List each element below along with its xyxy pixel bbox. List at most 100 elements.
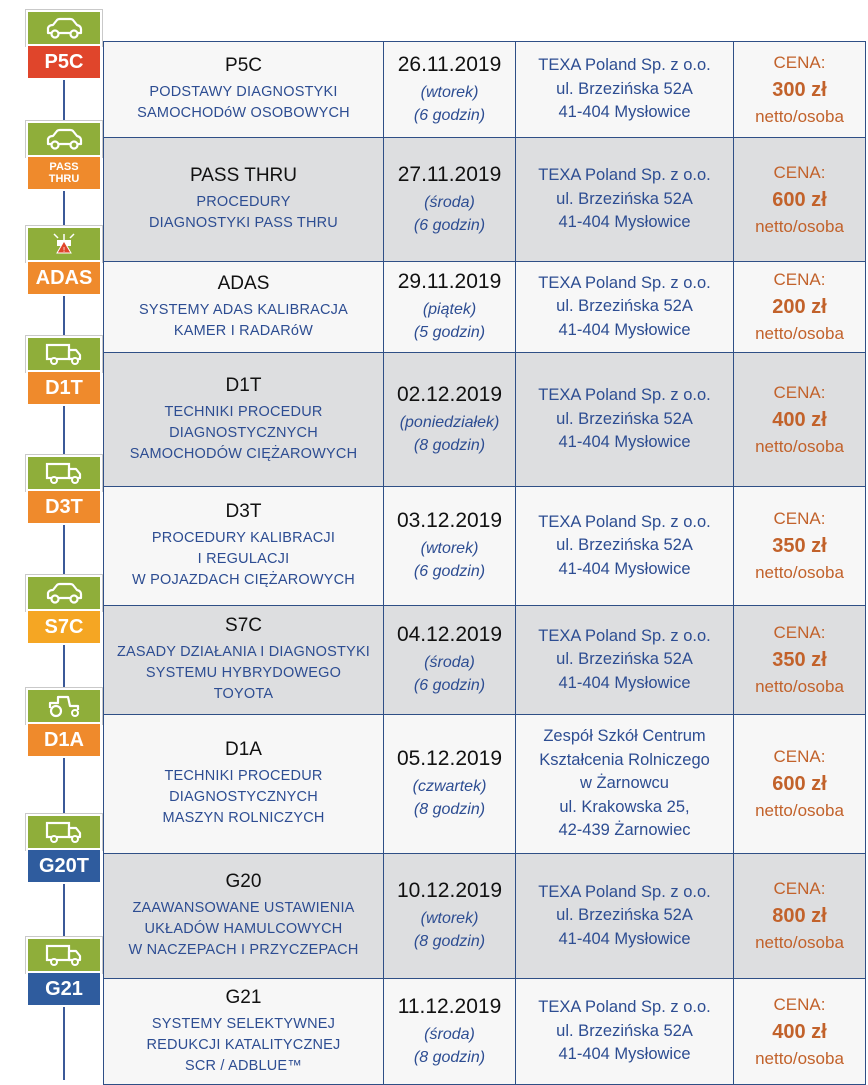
table-row: D3T PROCEDURY KALIBRACJI I REGULACJI W POJA…	[103, 486, 866, 606]
location-line: TEXA Poland Sp. z o.o.	[538, 273, 711, 292]
location-cell: TEXA Poland Sp. z o.o. ul. Brzezińska 52A…	[516, 979, 734, 1084]
truck-icon	[26, 937, 102, 973]
date-cell: 02.12.2019 (poniedziałek) (8 godzin)	[384, 353, 516, 486]
location-line: TEXA Poland Sp. z o.o.	[538, 882, 711, 901]
price-label: CENA:	[773, 994, 826, 1014]
location-cell: TEXA Poland Sp. z o.o. ul. Brzezińska 52A…	[516, 606, 734, 714]
price-unit: netto/osoba	[755, 216, 844, 236]
location-line: 41-404 Mysłowice	[558, 929, 691, 948]
price-value: 600 zł	[772, 773, 827, 795]
course-date: 29.11.2019	[397, 270, 502, 293]
location-line: Zespół Szkół Centrum	[543, 727, 706, 746]
course-badge: D1A	[26, 688, 102, 758]
date-cell: 03.12.2019 (wtorek) (6 godzin)	[384, 487, 516, 605]
location-cell: TEXA Poland Sp. z o.o. ul. Brzezińska 52A…	[516, 854, 734, 978]
course-duration: (8 godzin)	[413, 933, 486, 950]
course-date: 26.11.2019	[397, 52, 502, 76]
price-label: CENA:	[773, 509, 826, 528]
course-date: 04.12.2019	[396, 623, 503, 646]
date-cell: 04.12.2019 (środa) (6 godzin)	[384, 606, 516, 714]
course-badge: D1T	[26, 336, 102, 406]
badge-label: P5C	[26, 46, 102, 80]
course-badge: ADAS	[26, 226, 102, 296]
location-line: ul. Brzezińska 52A	[556, 906, 693, 925]
course-weekday: (wtorek)	[420, 540, 479, 557]
location-line: TEXA Poland Sp. z o.o.	[538, 512, 711, 531]
course-weekday: (piątek)	[422, 301, 477, 318]
location-line: ul. Brzezińska 52A	[556, 409, 693, 428]
location-line: 41-404 Mysłowice	[558, 673, 691, 692]
price-cell: CENA: 400 zł netto/osoba	[734, 353, 865, 486]
course-date: 11.12.2019	[397, 994, 502, 1018]
badge-label: G21	[26, 973, 102, 1007]
price-cell: CENA: 400 zł netto/osoba	[734, 979, 865, 1084]
location-cell: Zespół Szkół Centrum Kształcenia Rolnicze…	[516, 715, 734, 853]
course-cell: G20 ZAAWANSOWANE USTAWIENIA UKŁADÓW HAMULC…	[104, 854, 384, 978]
badge-label: D1A	[26, 724, 102, 758]
price-label: CENA:	[773, 162, 826, 182]
course-code: ADAS	[217, 272, 270, 294]
course-duration: (8 godzin)	[413, 436, 486, 454]
price-label: CENA:	[773, 52, 826, 72]
location-line: TEXA Poland Sp. z o.o.	[538, 56, 711, 75]
course-cell: P5C PODSTAWY DIAGNOSTYKI SAMOCHODóW OSOBOW…	[104, 42, 384, 137]
price-cell: CENA: 600 zł netto/osoba	[734, 715, 865, 853]
badge-label: D1T	[26, 372, 102, 406]
course-description-line: SAMOCHODÓW CIĘŻAROWYCH	[129, 445, 358, 462]
course-duration: (6 godzin)	[413, 106, 486, 124]
course-duration: (6 godzin)	[413, 216, 486, 234]
course-duration: (8 godzin)	[413, 801, 486, 818]
date-cell: 11.12.2019 (środa) (8 godzin)	[384, 979, 516, 1084]
location-line: TEXA Poland Sp. z o.o.	[538, 166, 711, 185]
course-description-line: MASZYN ROLNICZYCH	[162, 810, 325, 826]
course-weekday: (środa)	[424, 193, 475, 211]
location-line: ul. Brzezińska 52A	[556, 1021, 693, 1040]
price-value: 800 zł	[772, 905, 827, 927]
car-icon	[26, 10, 102, 46]
location-line: 41-404 Mysłowice	[558, 433, 691, 452]
location-line: ul. Krakowska 25,	[559, 797, 690, 816]
date-cell: 27.11.2019 (środa) (6 godzin)	[384, 138, 516, 261]
course-badge: G20T	[26, 814, 102, 884]
course-description-line: UKŁADÓW HAMULCOWYCH	[144, 921, 343, 937]
badge-label: PASS THRU	[26, 157, 102, 191]
location-line: 41-404 Mysłowice	[558, 1045, 691, 1064]
course-code: PASS THRU	[190, 165, 297, 186]
price-unit: netto/osoba	[755, 563, 844, 582]
course-description-line: REDUKCJI KATALITYCZNEJ	[146, 1036, 341, 1053]
location-line: TEXA Poland Sp. z o.o.	[538, 386, 711, 405]
location-cell: TEXA Poland Sp. z o.o. ul. Brzezińska 52A…	[516, 42, 734, 137]
course-duration: (8 godzin)	[413, 1048, 486, 1066]
location-cell: TEXA Poland Sp. z o.o. ul. Brzezińska 52A…	[516, 138, 734, 261]
location-line: 41-404 Mysłowice	[558, 213, 691, 232]
location-line: w Żarnowcu	[580, 774, 669, 793]
course-description-line: W NACZEPACH I PRZYCZEPACH	[128, 942, 359, 958]
truck-icon	[26, 336, 102, 372]
course-badge: G21	[26, 937, 102, 1007]
course-weekday: (poniedziałek)	[399, 413, 500, 431]
price-value: 600 zł	[772, 188, 827, 211]
date-cell: 29.11.2019 (piątek) (5 godzin)	[384, 262, 516, 352]
course-cell: D3T PROCEDURY KALIBRACJI I REGULACJI W POJA…	[104, 487, 384, 605]
course-description-line: SYSTEMY SELEKTYWNEJ	[151, 1015, 336, 1032]
course-description-line: SAMOCHODóW OSOBOWYCH	[137, 105, 350, 121]
course-description-line: TECHNIKI PROCEDUR	[164, 403, 323, 420]
truck-icon	[26, 455, 102, 491]
price-label: CENA:	[773, 879, 826, 898]
course-date: 02.12.2019	[396, 382, 503, 406]
location-line: TEXA Poland Sp. z o.o.	[538, 998, 711, 1017]
course-description-line: TECHNIKI PROCEDUR DIAGNOSTYCZNYCH	[164, 768, 323, 805]
price-unit: netto/osoba	[755, 801, 844, 820]
date-cell: 05.12.2019 (czwartek) (8 godzin)	[384, 715, 516, 853]
price-value: 350 zł	[772, 535, 827, 557]
price-value: 400 zł	[772, 408, 827, 431]
course-weekday: (środa)	[424, 1025, 475, 1043]
location-line: ul. Brzezińska 52A	[556, 297, 693, 316]
price-unit: netto/osoba	[755, 677, 844, 696]
badge-label: ADAS	[26, 262, 102, 296]
course-duration: (6 godzin)	[413, 563, 486, 580]
course-cell: ADAS SYSTEMY ADAS KALIBRACJA KAMER I RADAR…	[104, 262, 384, 352]
badge-label: D3T	[26, 491, 102, 525]
course-date: 27.11.2019	[397, 162, 502, 186]
table-row: G20 ZAAWANSOWANE USTAWIENIA UKŁADÓW HAMULC…	[103, 853, 866, 979]
